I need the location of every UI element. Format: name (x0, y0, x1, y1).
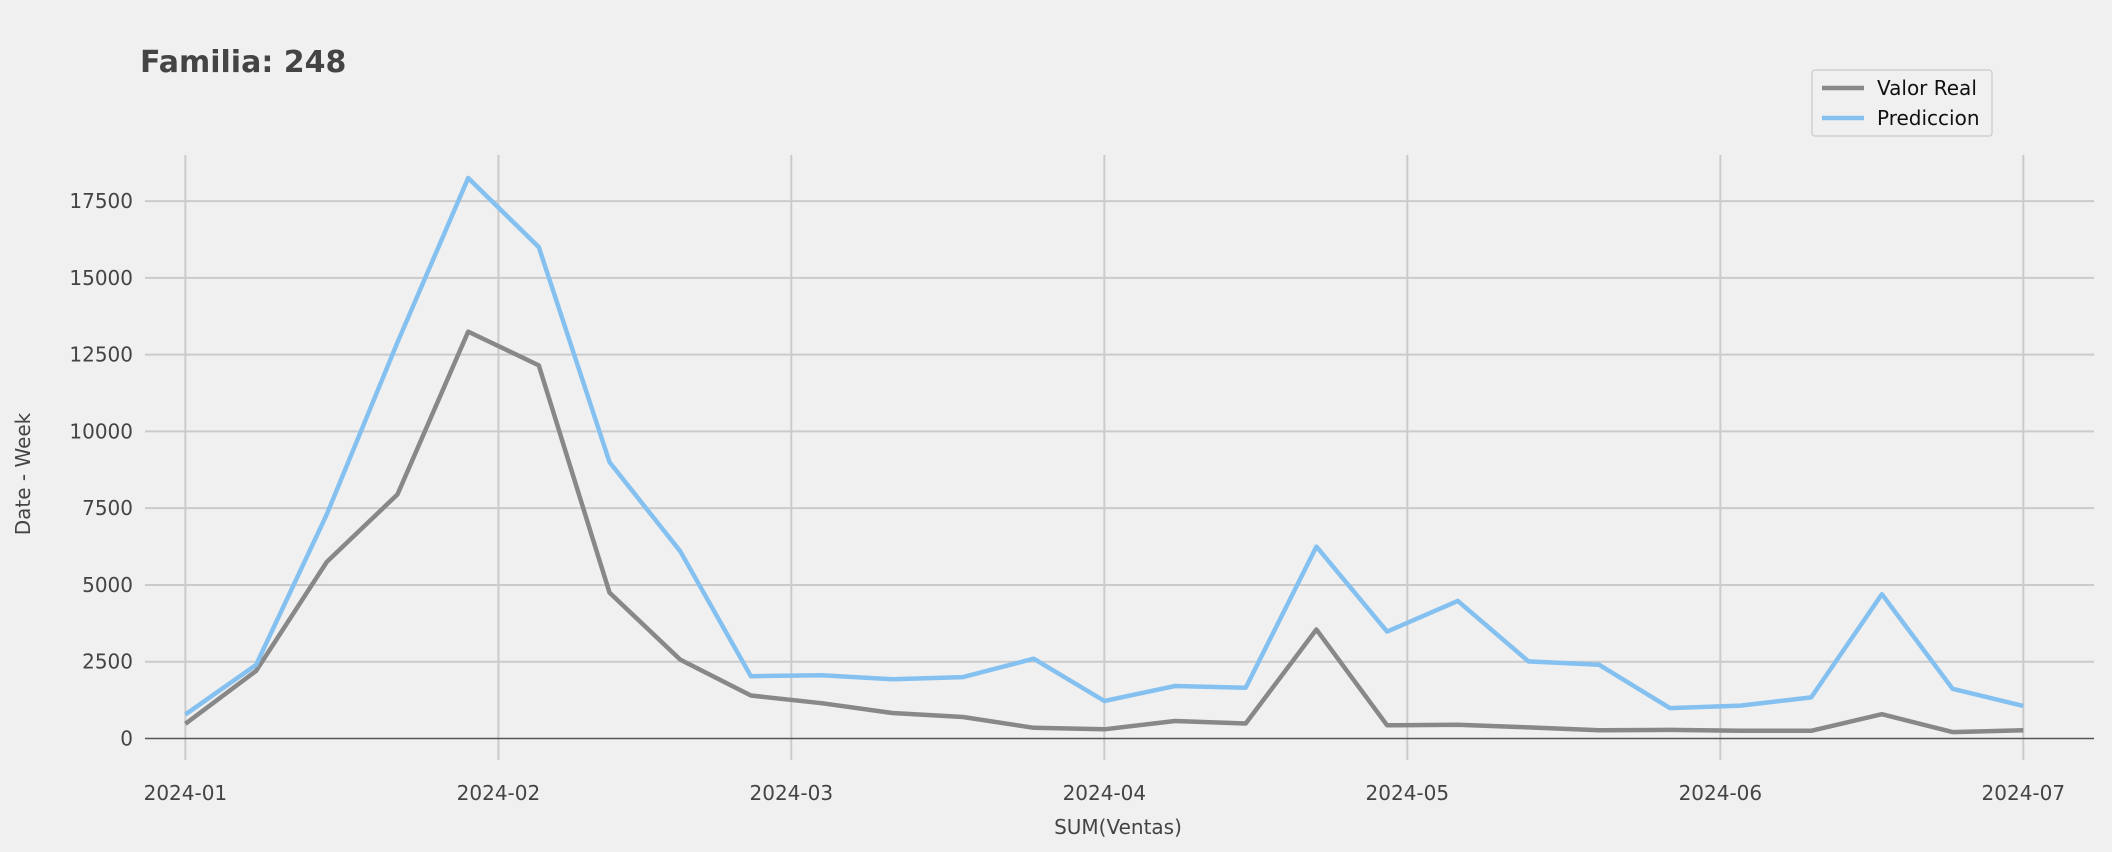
x-tick-label: 2024-01 (144, 781, 228, 805)
series-line-valor-real (184, 329, 2024, 735)
x-axis-label: SUM(Ventas) (1054, 815, 1182, 839)
series-layer (184, 175, 2024, 735)
x-tick-label: 2024-07 (1982, 781, 2066, 805)
legend-label-prediccion: Prediccion (1877, 106, 1980, 130)
legend: Valor Real Prediccion (1811, 69, 1993, 137)
x-tick-label: 2024-04 (1063, 781, 1147, 805)
y-tick-label: 17500 (69, 189, 133, 213)
y-tick-label: 7500 (82, 496, 133, 520)
legend-label-valor-real: Valor Real (1877, 76, 1977, 100)
y-axis-ticks: 0 2500 5000 7500 10000 12500 15000 17500 (69, 189, 133, 750)
y-tick-label: 10000 (69, 419, 133, 443)
y-tick-label: 2500 (82, 650, 133, 674)
series-line-prediccion (184, 175, 2024, 717)
x-tick-label: 2024-06 (1679, 781, 1763, 805)
x-axis-ticks: 2024-01 2024-02 2024-03 2024-04 2024-05 2024-… (144, 781, 2065, 805)
y-tick-label: 15000 (69, 266, 133, 290)
x-tick-label: 2024-05 (1366, 781, 1450, 805)
y-tick-label: 5000 (82, 573, 133, 597)
x-tick-label: 2024-02 (457, 781, 541, 805)
y-tick-label: 0 (120, 727, 133, 751)
y-tick-label: 12500 (69, 343, 133, 367)
grid (145, 155, 2094, 760)
y-axis-label: Date - Week (11, 412, 35, 535)
chart-title: Familia: 248 (140, 45, 346, 80)
x-tick-label: 2024-03 (750, 781, 834, 805)
